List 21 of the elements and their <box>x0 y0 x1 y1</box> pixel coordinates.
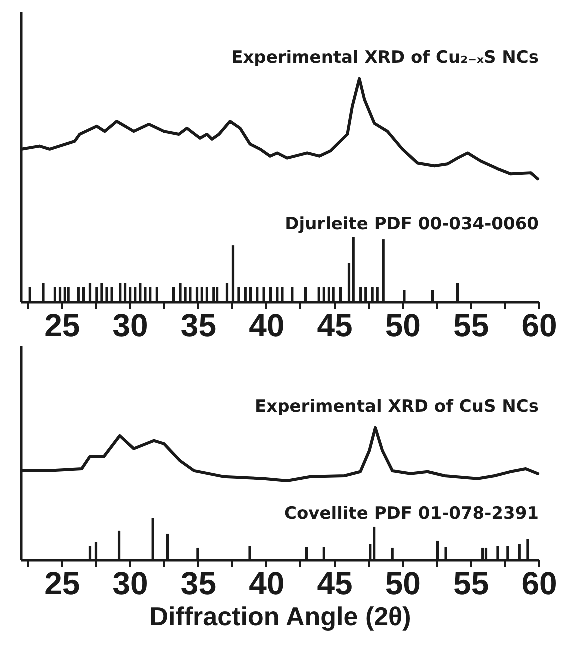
x-tick-label: 60 <box>522 308 558 344</box>
x-tick-label: 35 <box>180 308 217 344</box>
x-tick-label: 30 <box>112 308 148 344</box>
x-tick-label: 35 <box>180 566 217 602</box>
x-axis-title: Diffraction Angle (2θ) <box>150 602 412 632</box>
x-tick-label: 55 <box>454 566 490 602</box>
x-tick-label: 50 <box>385 308 421 344</box>
x-tick-label: 45 <box>317 308 353 344</box>
x-tick-label: 25 <box>44 308 80 344</box>
x-tick-label: 50 <box>385 566 421 602</box>
x-tick-label: 60 <box>522 566 558 602</box>
series-label: Experimental XRD of CuS NCs <box>255 396 539 417</box>
x-tick-label: 25 <box>44 566 80 602</box>
series-label: Covellite PDF 01-078-2391 <box>284 504 539 524</box>
x-tick-label: 55 <box>454 308 490 344</box>
series-label: Experimental XRD of Cu₂₋ₓS NCs <box>232 48 539 68</box>
x-tick-label: 40 <box>249 566 285 602</box>
series-label: Djurleite PDF 00-034-0060 <box>285 214 540 235</box>
x-tick-label: 40 <box>249 308 285 344</box>
x-tick-label: 30 <box>112 566 148 602</box>
x-tick-label: 45 <box>317 566 353 602</box>
